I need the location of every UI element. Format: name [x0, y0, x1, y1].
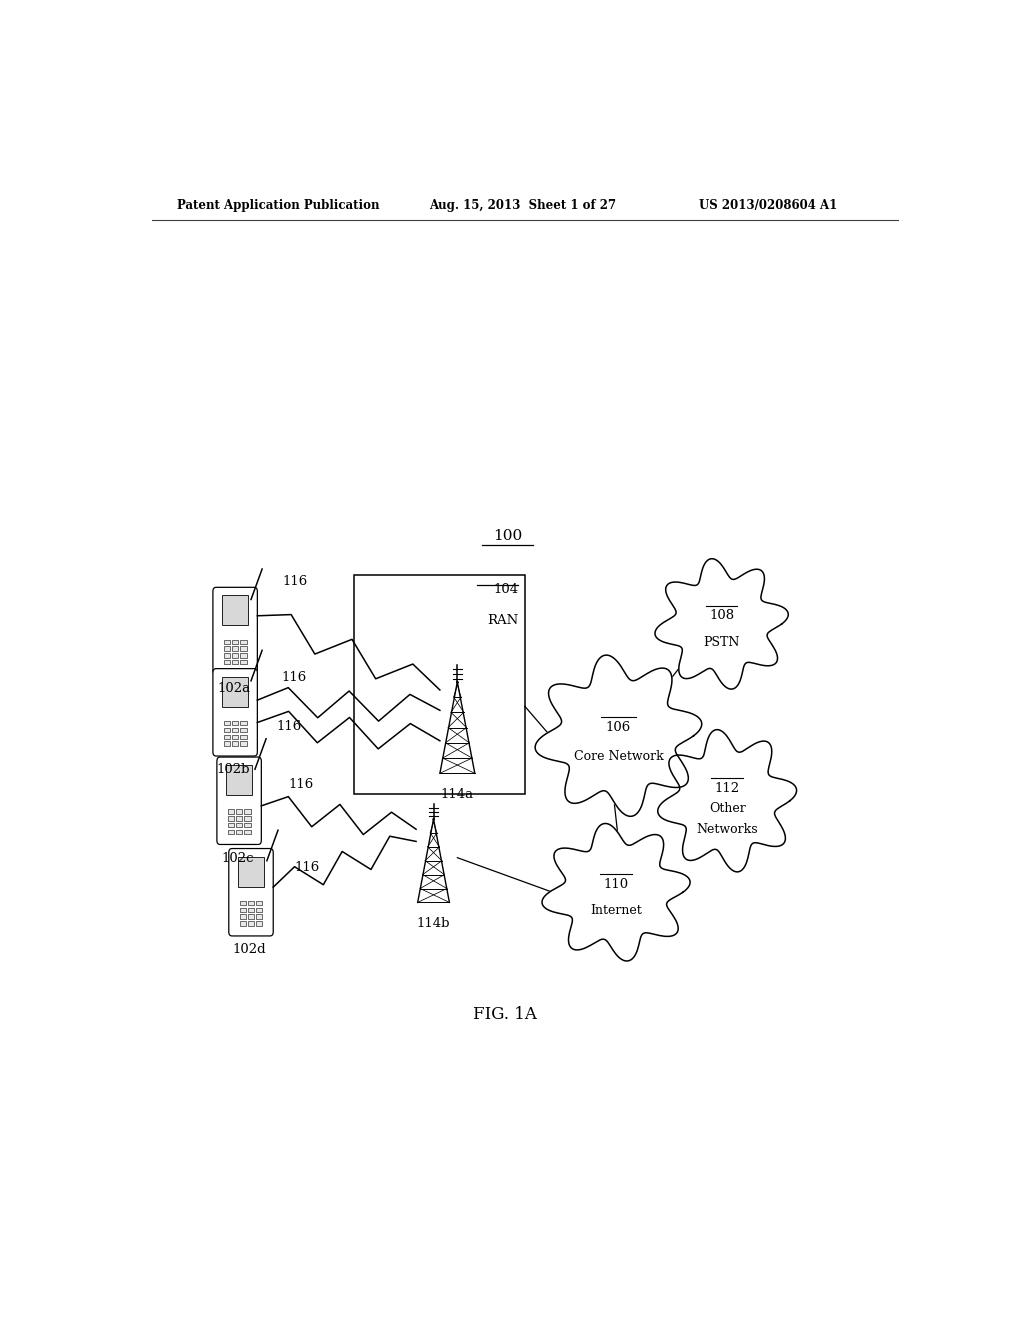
Bar	[245, 830, 251, 834]
Text: 100: 100	[493, 528, 522, 543]
Text: 116: 116	[289, 777, 313, 791]
Text: 112: 112	[715, 781, 739, 795]
Bar	[241, 721, 247, 726]
Bar	[237, 809, 242, 814]
Text: FIG. 1A: FIG. 1A	[473, 1006, 537, 1023]
Bar	[223, 727, 229, 733]
Text: Networks: Networks	[696, 822, 758, 836]
Text: Internet: Internet	[590, 904, 642, 917]
Polygon shape	[655, 558, 788, 689]
Bar	[248, 915, 254, 919]
Bar	[232, 653, 239, 657]
Polygon shape	[536, 655, 701, 816]
Bar	[223, 721, 229, 726]
Bar	[240, 915, 246, 919]
Polygon shape	[657, 730, 797, 873]
Text: 116: 116	[283, 576, 308, 589]
Bar	[354, 576, 524, 793]
Text: 102a: 102a	[217, 682, 250, 694]
Bar	[256, 902, 262, 906]
Bar	[222, 677, 248, 706]
Bar	[238, 857, 264, 887]
Bar	[241, 653, 247, 657]
Bar	[256, 921, 262, 925]
Text: RAN: RAN	[487, 614, 518, 627]
Bar	[223, 734, 229, 739]
Text: 102c: 102c	[221, 851, 254, 865]
Bar	[248, 902, 254, 906]
FancyBboxPatch shape	[217, 758, 261, 845]
Bar	[222, 595, 248, 626]
Polygon shape	[542, 824, 690, 961]
Bar	[245, 816, 251, 821]
Bar	[232, 742, 239, 746]
Text: Other: Other	[709, 803, 745, 816]
Text: 106: 106	[606, 721, 631, 734]
Bar	[223, 653, 229, 657]
Text: 116: 116	[282, 671, 306, 684]
FancyBboxPatch shape	[228, 849, 273, 936]
Text: 102b: 102b	[217, 763, 250, 776]
Bar	[232, 640, 239, 644]
Bar	[241, 727, 247, 733]
Bar	[240, 902, 246, 906]
Bar	[245, 809, 251, 814]
Bar	[248, 908, 254, 912]
Bar	[256, 915, 262, 919]
Bar	[237, 822, 242, 828]
Bar	[223, 640, 229, 644]
Bar	[227, 816, 233, 821]
Bar	[241, 640, 247, 644]
Bar	[240, 921, 246, 925]
Text: 108: 108	[709, 610, 734, 622]
Text: PSTN: PSTN	[703, 636, 739, 648]
FancyBboxPatch shape	[213, 669, 257, 756]
Bar	[232, 727, 239, 733]
Bar	[241, 742, 247, 746]
Bar	[223, 742, 229, 746]
Text: 116: 116	[295, 861, 319, 874]
Text: 102d: 102d	[232, 942, 266, 956]
Bar	[241, 734, 247, 739]
Text: 114a: 114a	[440, 788, 474, 800]
Bar	[223, 660, 229, 664]
Bar	[227, 822, 233, 828]
Bar	[232, 734, 239, 739]
Bar	[241, 647, 247, 651]
Bar	[245, 822, 251, 828]
Bar	[223, 647, 229, 651]
Bar	[232, 721, 239, 726]
Text: US 2013/0208604 A1: US 2013/0208604 A1	[699, 198, 838, 211]
Bar	[226, 766, 252, 795]
Text: 114b: 114b	[417, 916, 451, 929]
Text: Core Network: Core Network	[573, 750, 664, 763]
Bar	[232, 647, 239, 651]
Bar	[240, 908, 246, 912]
Bar	[256, 908, 262, 912]
Text: Patent Application Publication: Patent Application Publication	[177, 198, 380, 211]
Text: 110: 110	[603, 878, 629, 891]
Bar	[248, 921, 254, 925]
Bar	[227, 809, 233, 814]
Bar	[237, 830, 242, 834]
Bar	[232, 660, 239, 664]
Text: 104: 104	[494, 583, 518, 597]
Bar	[241, 660, 247, 664]
FancyBboxPatch shape	[213, 587, 257, 675]
Bar	[227, 830, 233, 834]
Text: Aug. 15, 2013  Sheet 1 of 27: Aug. 15, 2013 Sheet 1 of 27	[430, 198, 616, 211]
Text: 116: 116	[276, 721, 302, 734]
Bar	[237, 816, 242, 821]
